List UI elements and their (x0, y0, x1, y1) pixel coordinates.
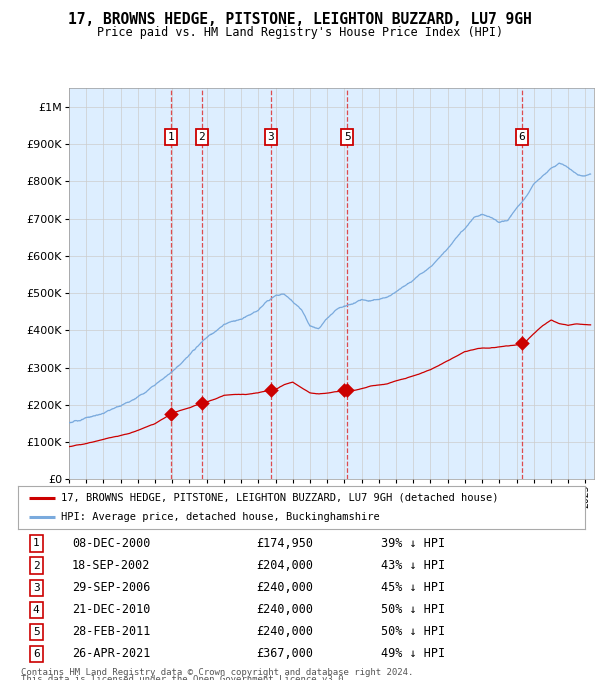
Text: Contains HM Land Registry data © Crown copyright and database right 2024.: Contains HM Land Registry data © Crown c… (21, 668, 413, 677)
Text: 50% ↓ HPI: 50% ↓ HPI (381, 626, 445, 639)
Text: 49% ↓ HPI: 49% ↓ HPI (381, 647, 445, 660)
Text: £204,000: £204,000 (256, 559, 313, 572)
Point (343, 385, 352, 396)
Text: £174,950: £174,950 (256, 537, 313, 550)
Text: 28-FEB-2011: 28-FEB-2011 (72, 626, 150, 639)
Text: 5: 5 (33, 627, 40, 637)
Text: 26-APR-2021: 26-APR-2021 (72, 647, 150, 660)
Text: 08-DEC-2000: 08-DEC-2000 (72, 537, 150, 550)
Text: £240,000: £240,000 (256, 603, 313, 616)
Text: 3: 3 (33, 583, 40, 593)
Text: HPI: Average price, detached house, Buckinghamshire: HPI: Average price, detached house, Buck… (61, 513, 379, 522)
Text: 2: 2 (199, 132, 205, 142)
Text: 50% ↓ HPI: 50% ↓ HPI (381, 603, 445, 616)
Text: 3: 3 (268, 132, 274, 142)
Text: 18-SEP-2002: 18-SEP-2002 (72, 559, 150, 572)
Text: 29-SEP-2006: 29-SEP-2006 (72, 581, 150, 594)
Point (166, 409, 176, 420)
Text: £240,000: £240,000 (256, 581, 313, 594)
Text: £240,000: £240,000 (256, 626, 313, 639)
Text: 39% ↓ HPI: 39% ↓ HPI (381, 537, 445, 550)
Text: 21-DEC-2010: 21-DEC-2010 (72, 603, 150, 616)
Text: 45% ↓ HPI: 45% ↓ HPI (381, 581, 445, 594)
Text: Price paid vs. HM Land Registry's House Price Index (HPI): Price paid vs. HM Land Registry's House … (97, 26, 503, 39)
Point (266, 385, 276, 396)
Text: This data is licensed under the Open Government Licence v3.0.: This data is licensed under the Open Gov… (21, 675, 349, 680)
Text: 4: 4 (33, 605, 40, 615)
Point (339, 385, 349, 396)
Text: 6: 6 (518, 132, 526, 142)
Text: 43% ↓ HPI: 43% ↓ HPI (381, 559, 445, 572)
Text: 6: 6 (33, 649, 40, 659)
Point (197, 398, 206, 409)
Text: 2: 2 (33, 560, 40, 571)
Text: £367,000: £367,000 (256, 647, 313, 660)
Text: 5: 5 (344, 132, 350, 142)
Text: 1: 1 (167, 132, 175, 142)
Point (517, 337, 527, 348)
Text: 17, BROWNS HEDGE, PITSTONE, LEIGHTON BUZZARD, LU7 9GH (detached house): 17, BROWNS HEDGE, PITSTONE, LEIGHTON BUZ… (61, 493, 498, 503)
Text: 17, BROWNS HEDGE, PITSTONE, LEIGHTON BUZZARD, LU7 9GH: 17, BROWNS HEDGE, PITSTONE, LEIGHTON BUZ… (68, 12, 532, 27)
Text: 1: 1 (33, 539, 40, 549)
